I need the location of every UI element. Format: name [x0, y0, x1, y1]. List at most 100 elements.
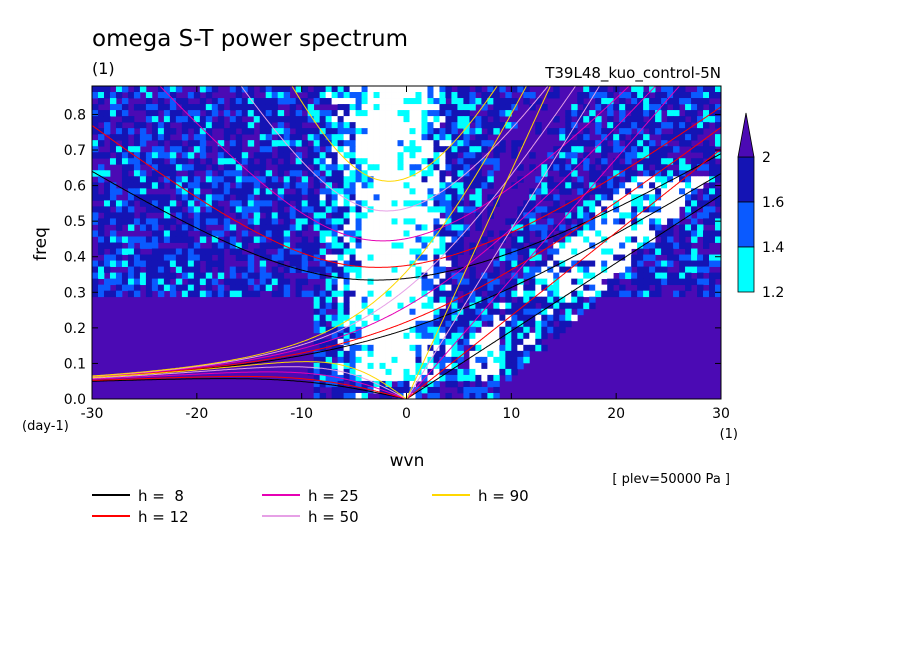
heat-cell — [631, 110, 638, 117]
heat-cell — [679, 128, 686, 135]
heat-cell — [649, 122, 656, 129]
heat-cell — [169, 152, 177, 159]
heat-cell — [289, 116, 297, 123]
heat-cell — [289, 146, 297, 153]
heat-cell — [325, 86, 333, 93]
heat-cell — [415, 86, 422, 93]
heat-cell — [403, 152, 410, 159]
heat-cell — [175, 224, 183, 231]
heat-cell — [361, 212, 368, 219]
heat-cell — [337, 110, 344, 117]
heat-cell — [607, 134, 614, 141]
heat-cell — [277, 200, 285, 207]
heat-cell — [277, 230, 285, 237]
heat-cell — [415, 338, 422, 346]
heat-cell — [283, 164, 291, 171]
heat-cell — [529, 152, 536, 159]
heat-cell — [379, 158, 386, 165]
heat-cell — [379, 128, 386, 135]
heat-cell — [331, 86, 339, 93]
heat-cell — [337, 284, 344, 292]
heat-cell — [145, 158, 153, 165]
heat-cell — [373, 308, 380, 316]
heat-cell — [421, 194, 428, 201]
heat-cell — [409, 158, 416, 165]
heat-cell — [529, 92, 536, 99]
heat-cell — [325, 266, 333, 273]
heat-cell — [181, 158, 189, 165]
heat-cell — [121, 116, 129, 123]
heat-cell — [457, 326, 464, 334]
heat-cell — [427, 92, 434, 99]
heat-cell — [565, 152, 572, 159]
heat-cell — [547, 92, 554, 99]
heat-cell — [373, 248, 380, 255]
heat-cell — [109, 146, 117, 153]
heat-cell — [319, 356, 327, 364]
heat-cell — [253, 218, 261, 225]
heat-cell — [199, 290, 207, 298]
heat-cell — [241, 110, 249, 117]
heat-cell — [409, 344, 416, 352]
heat-cell — [235, 266, 243, 273]
heat-cell — [397, 116, 404, 123]
heat-cell — [541, 224, 548, 231]
heat-cell — [541, 266, 548, 273]
heat-cell — [499, 302, 506, 310]
heat-cell — [403, 308, 410, 316]
heat-cell — [571, 164, 578, 171]
heat-cell — [493, 272, 500, 280]
heat-cell — [139, 152, 147, 159]
heat-cell — [433, 356, 440, 364]
heat-cell — [355, 200, 362, 207]
heat-cell — [679, 122, 686, 129]
heat-cell — [553, 326, 560, 334]
heat-cell — [295, 290, 303, 298]
heat-cell — [301, 164, 309, 171]
heat-cell — [559, 272, 566, 280]
heat-cell — [409, 218, 416, 225]
heat-cell — [457, 86, 464, 93]
heat-cell — [445, 248, 452, 255]
heat-cell — [211, 164, 219, 171]
heat-cell — [685, 188, 692, 195]
heat-cell — [427, 392, 434, 399]
heat-cell — [451, 110, 458, 117]
heat-cell — [121, 86, 129, 93]
heat-cell — [583, 206, 590, 213]
heat-cell — [637, 92, 644, 99]
heat-cell — [547, 266, 554, 273]
heat-cell — [481, 362, 488, 370]
heat-cell — [427, 116, 434, 123]
heat-cell — [397, 134, 404, 141]
heat-cell — [325, 134, 333, 141]
heat-cell — [343, 218, 350, 225]
heat-cell — [457, 164, 464, 171]
heat-cell — [643, 224, 650, 231]
heat-cell — [505, 320, 512, 328]
heat-cell — [277, 164, 285, 171]
x-tick-label: 30 — [712, 406, 730, 422]
heat-cell — [169, 248, 177, 255]
heat-cell — [121, 212, 129, 219]
heat-cell — [199, 200, 207, 207]
heat-cell — [439, 194, 446, 201]
heat-cell — [481, 374, 488, 382]
heat-cell — [169, 182, 177, 189]
heat-cell — [109, 134, 117, 141]
heat-cell — [289, 206, 297, 213]
heat-cell — [385, 392, 392, 399]
heat-cell — [619, 146, 626, 153]
heat-cell — [661, 104, 668, 111]
heat-cell — [493, 98, 500, 105]
heat-cell — [541, 206, 548, 213]
heat-cell — [325, 170, 333, 177]
heat-cell — [217, 158, 225, 165]
heat-cell — [373, 218, 380, 225]
heat-cell — [373, 236, 380, 243]
heat-cell — [193, 158, 201, 165]
heat-cell — [139, 86, 147, 93]
heat-cell — [655, 284, 662, 292]
heat-cell — [487, 290, 494, 298]
heat-cell — [385, 158, 392, 165]
